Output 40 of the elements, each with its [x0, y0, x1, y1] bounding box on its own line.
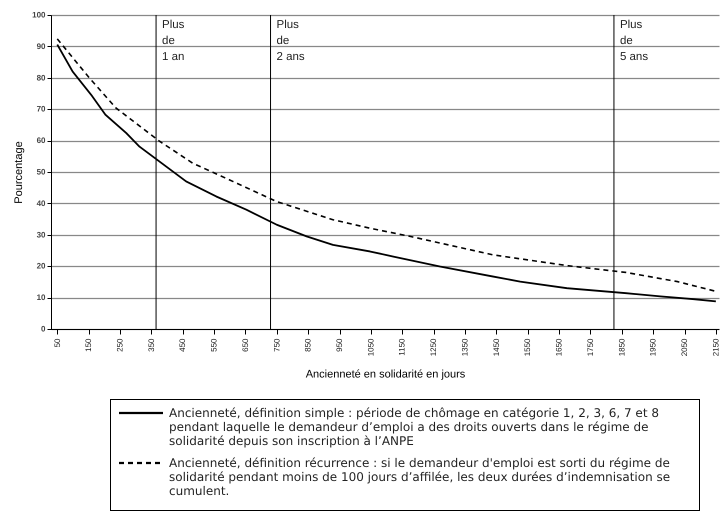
x-tick-label: 250 — [115, 338, 124, 352]
x-tick-label: 1450 — [492, 338, 501, 356]
x-tick-label: 450 — [178, 338, 188, 352]
y-tick-label: 10 — [36, 293, 46, 302]
x-tick-label: 1150 — [398, 338, 407, 356]
x-tick-label: 150 — [84, 338, 94, 352]
x-axis-title: Ancienneté en solidarité en jours — [306, 368, 466, 380]
x-tick-label: 1950 — [648, 338, 658, 356]
x-tick-label: 2050 — [680, 338, 689, 356]
ref-line-label: Plus de 2 ans — [276, 19, 305, 63]
y-tick-label: 40 — [36, 198, 46, 208]
x-tick-label: 950 — [335, 338, 344, 352]
y-tick-label: 70 — [36, 104, 46, 114]
y-tick-label: 20 — [36, 262, 46, 271]
x-tick-label: 1550 — [523, 338, 532, 356]
x-tick-label: 650 — [240, 338, 250, 352]
y-tick-label: 100 — [32, 10, 46, 20]
x-tick-label: 1850 — [617, 338, 626, 356]
y-tick-label: 30 — [36, 230, 46, 240]
x-tick-label: 750 — [272, 338, 282, 352]
x-tick-label: 850 — [304, 338, 313, 352]
legend-label: Ancienneté, définition simple : période de chômage en catégorie 1, 2, 3, 6, 7 et 8 pendant laquelle le demandeur d’emploi a des droits ouverts dans le régime de solidarité depuis son inscription à l’ANPE — [169, 406, 660, 448]
x-tick-label: 1050 — [366, 338, 376, 356]
x-tick-label: 1750 — [586, 338, 595, 356]
x-tick-label: 1250 — [429, 338, 438, 356]
y-tick-label: 60 — [36, 136, 46, 146]
y-tick-label: 90 — [36, 42, 46, 51]
y-axis-title: Pourcentage — [13, 141, 26, 204]
legend-label: Ancienneté, définition récurrence : si le demandeur d'emploi est sorti du régime de solidarité pendant moins de 100 jours d’affilée, les deux durées d’indemnisation se cumulent. — [169, 456, 672, 498]
y-tick-label: 0 — [41, 324, 46, 334]
x-tick-label: 2150 — [711, 338, 720, 356]
x-tick-label: 1650 — [554, 338, 564, 356]
x-tick-label: 350 — [146, 338, 156, 352]
x-tick-label: 50 — [52, 338, 62, 348]
y-tick-label: 80 — [36, 73, 46, 82]
ref-line-label: Plus de 5 ans — [620, 19, 648, 63]
ref-line-label: Plus de 1 an — [162, 19, 185, 63]
x-tick-label: 1350 — [460, 338, 470, 356]
y-tick-label: 50 — [36, 168, 46, 176]
x-tick-label: 550 — [210, 338, 219, 352]
